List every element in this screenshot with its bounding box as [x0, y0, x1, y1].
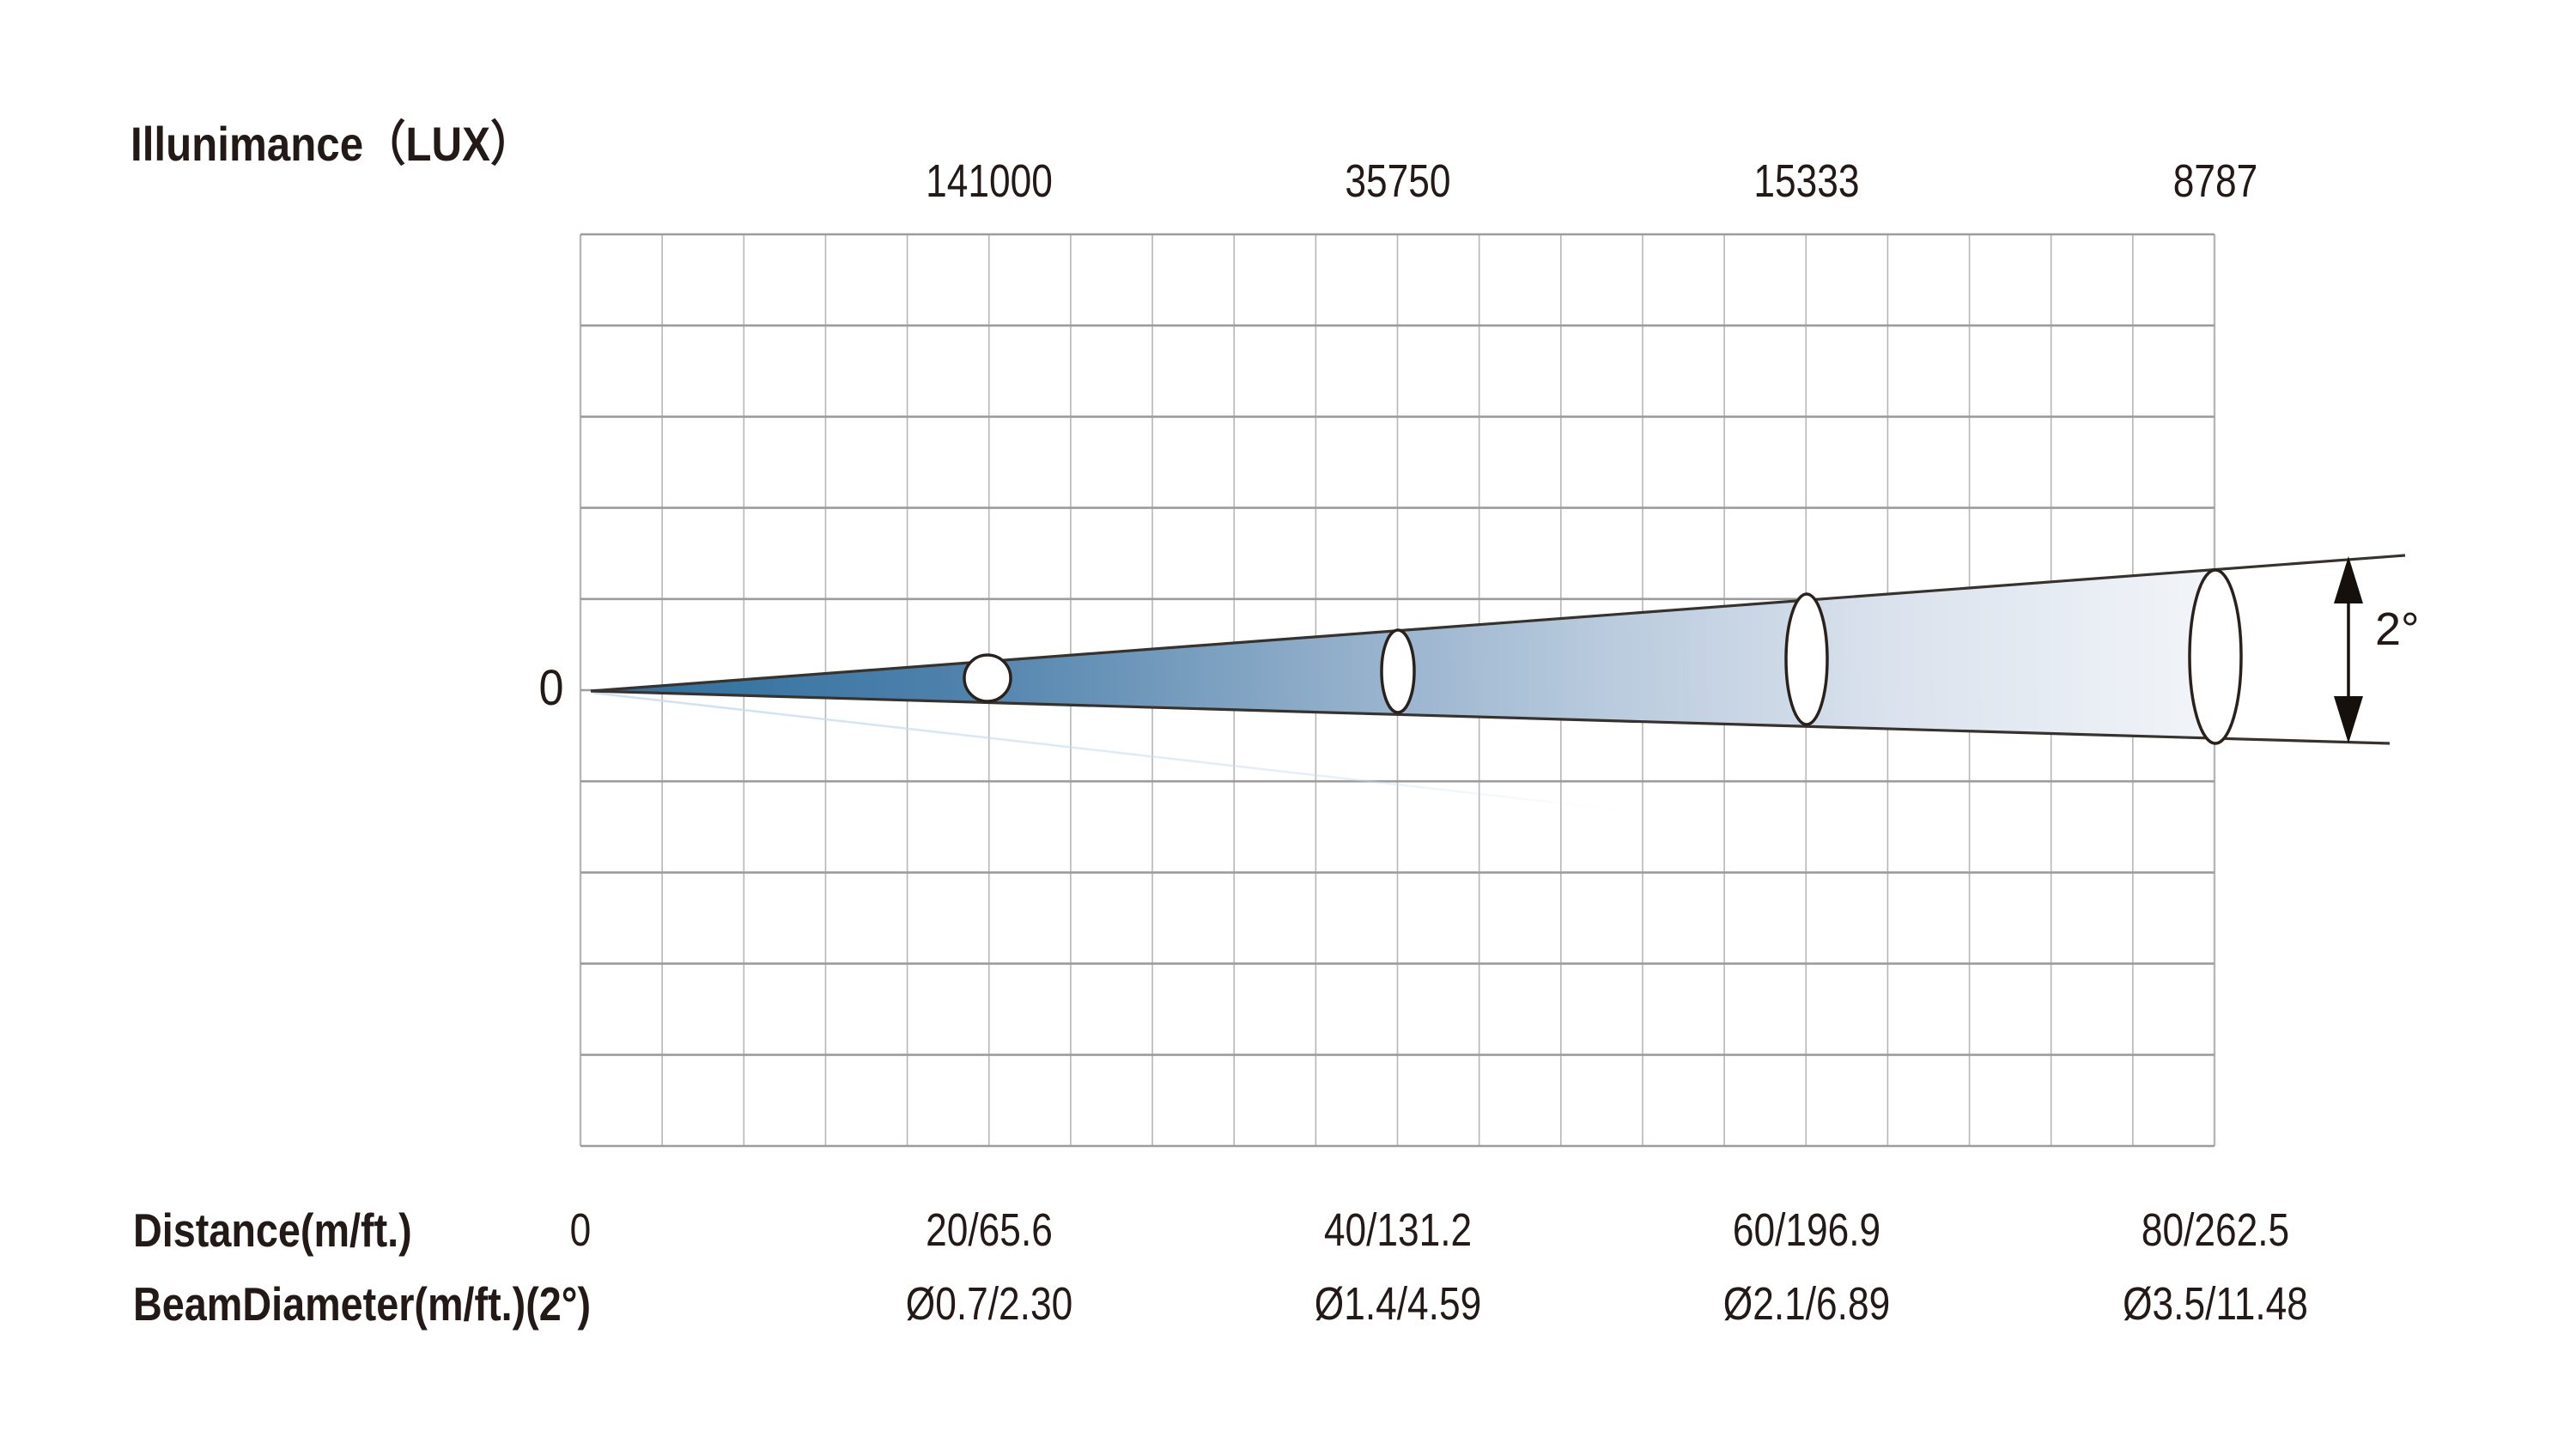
beam-cross-section-40m [1380, 628, 1416, 714]
distance-value-origin: 0 [569, 1204, 592, 1256]
beam-angle-label: 2° [2375, 603, 2420, 655]
beam-diameter-value-4: Ø3.5/11.48 [2123, 1278, 2308, 1330]
illuminance-value-3: 15333 [1753, 155, 1860, 207]
beam-cross-section-60m [1784, 592, 1829, 726]
illuminance-value-2: 35750 [1345, 155, 1451, 207]
beam-diameter-axis-label: BeamDiameter(m/ft.)(2°) [133, 1277, 592, 1331]
beam-angle-arrow [2334, 556, 2363, 743]
angle-arrow-head-up [2334, 556, 2363, 603]
illuminance-value-1: 141000 [926, 155, 1053, 207]
beam-diameter-value-1: Ø0.7/2.30 [905, 1278, 1073, 1330]
beam-diameter-value-3: Ø2.1/6.89 [1722, 1278, 1891, 1330]
distance-value-4: 80/262.5 [2141, 1204, 2290, 1256]
beam-edge-top [590, 554, 2406, 693]
distance-value-3: 60/196.9 [1732, 1204, 1881, 1256]
beam-cross-sections [963, 568, 2243, 745]
beam-cross-section-20m [963, 653, 1012, 703]
illuminance-value-4: 8787 [2172, 155, 2258, 207]
origin-illuminance-label: 0 [538, 660, 564, 716]
beam-faint-reflection-line [592, 691, 1632, 813]
angle-arrow-head-down [2334, 696, 2363, 743]
distance-value-1: 20/65.6 [926, 1204, 1053, 1256]
chart-title: Illunimance（LUX） [131, 117, 533, 171]
beam-cross-section-80m [2188, 568, 2243, 745]
distance-value-2: 40/131.2 [1323, 1204, 1473, 1256]
beam-edge-bottom [590, 689, 2391, 745]
beam-diameter-value-2: Ø1.4/4.59 [1314, 1278, 1482, 1330]
distance-axis-label: Distance(m/ft.) [133, 1203, 412, 1257]
